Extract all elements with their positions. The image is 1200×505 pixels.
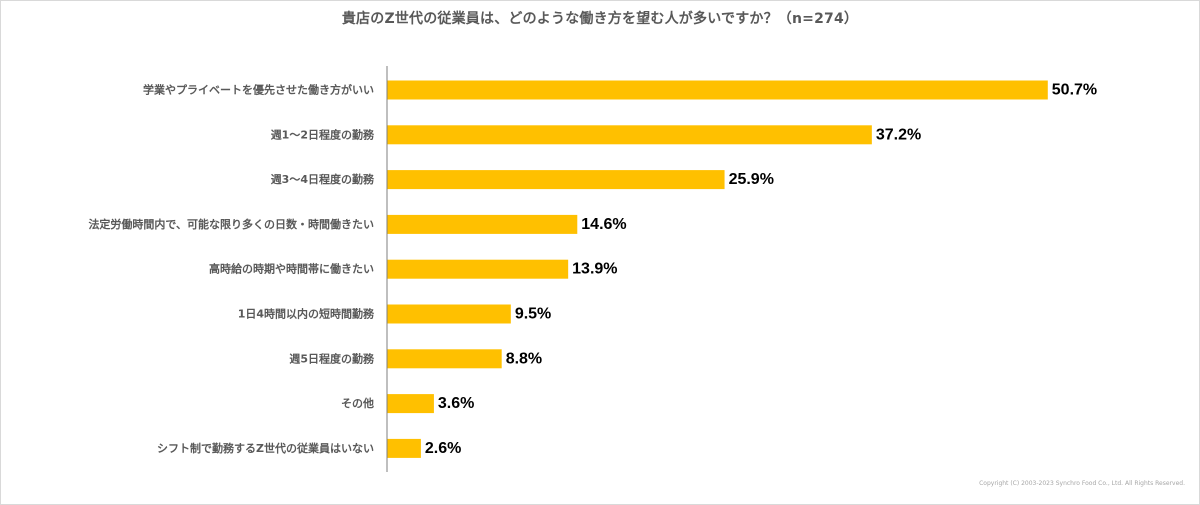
bar-group — [387, 80, 1048, 458]
bar-7 — [387, 349, 502, 369]
category-label-1: 学業やプライベートを優先させた働き方がいい — [143, 83, 374, 97]
category-label-7: 週5日程度の勤務 — [289, 351, 375, 365]
category-label-group: 学業やプライベートを優先させた働き方がいい週1～2日程度の勤務週3～4日程度の勤… — [88, 83, 375, 455]
bar-1 — [387, 80, 1048, 100]
category-label-5: 高時給の時期や時間帯に働きたい — [209, 262, 374, 276]
value-label-5: 13.9% — [572, 261, 617, 278]
value-label-1: 50.7% — [1052, 82, 1097, 99]
value-label-group: 50.7% 37.2% 25.9% 14.6% 13.9% 9.5% 8.8% 3.6% 2.6… — [425, 82, 1097, 457]
chart-title: 貴店のZ世代の従業員は、どのような働き方を望む人が多いですか？（n=274） — [341, 11, 859, 27]
bar-9 — [387, 438, 421, 458]
value-label-7: 8.8% — [506, 350, 542, 367]
category-label-8: その他 — [341, 396, 374, 410]
value-label-3: 25.9% — [729, 171, 774, 188]
bar-3 — [387, 170, 725, 190]
category-label-3: 週3～4日程度の勤務 — [271, 172, 375, 186]
value-label-8: 3.6% — [438, 395, 474, 412]
bar-5 — [387, 259, 569, 279]
category-label-2: 週1～2日程度の勤務 — [271, 127, 375, 141]
bar-6 — [387, 304, 511, 324]
category-label-4: 法定労働時間内で、可能な限り多くの日数・時間働きたい — [88, 217, 374, 231]
copyright-text: Copyright (C) 2003-2023 Synchro Food Co.… — [979, 480, 1185, 487]
value-label-2: 37.2% — [876, 126, 921, 143]
value-label-9: 2.6% — [425, 440, 461, 457]
bar-8 — [387, 394, 434, 414]
value-label-4: 14.6% — [581, 216, 626, 233]
category-label-9: シフト制で勤務するZ世代の従業員はいない — [157, 441, 374, 455]
bar-4 — [387, 214, 578, 234]
category-label-6: 1日4時間以内の短時間勤務 — [238, 307, 375, 321]
value-label-6: 9.5% — [515, 306, 551, 323]
bar-2 — [387, 125, 872, 145]
